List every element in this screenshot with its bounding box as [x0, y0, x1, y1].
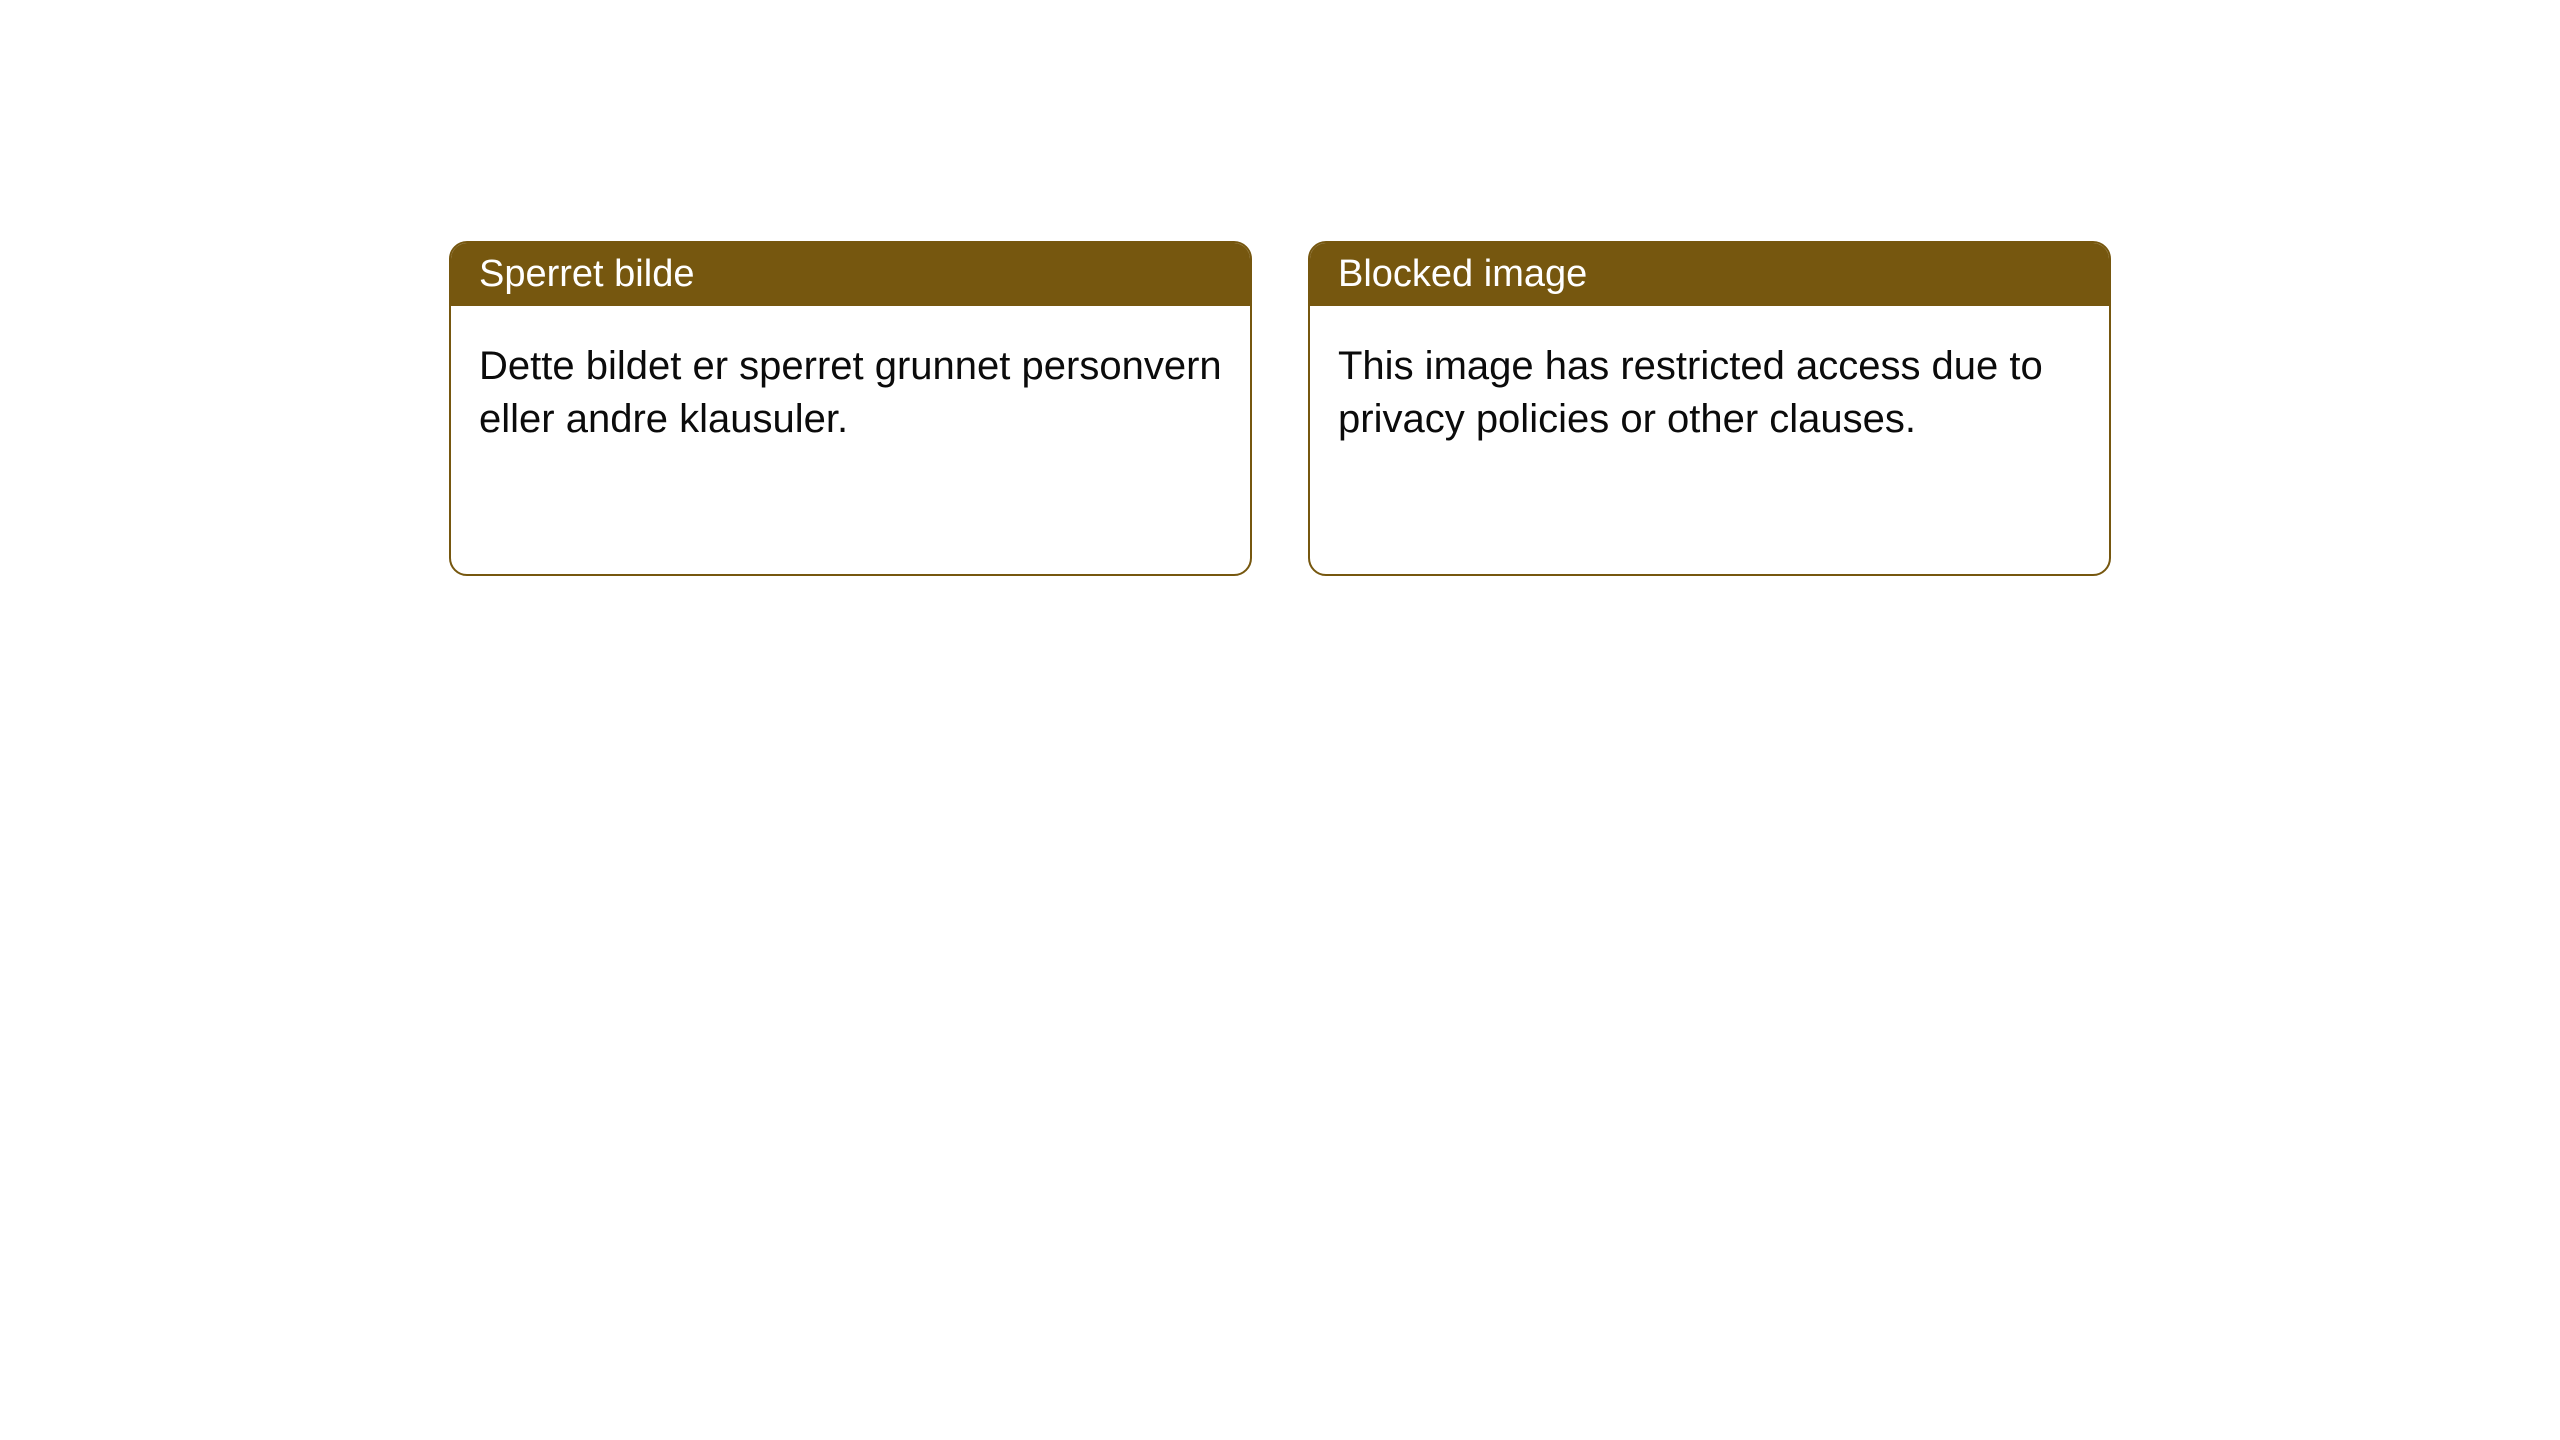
notice-card-body: Dette bildet er sperret grunnet personve…: [451, 306, 1250, 480]
notice-card-english: Blocked image This image has restricted …: [1308, 241, 2111, 576]
notice-container: Sperret bilde Dette bildet er sperret gr…: [0, 0, 2560, 576]
notice-card-norwegian: Sperret bilde Dette bildet er sperret gr…: [449, 241, 1252, 576]
notice-card-body: This image has restricted access due to …: [1310, 306, 2109, 480]
notice-card-title: Sperret bilde: [451, 243, 1250, 306]
notice-card-title: Blocked image: [1310, 243, 2109, 306]
